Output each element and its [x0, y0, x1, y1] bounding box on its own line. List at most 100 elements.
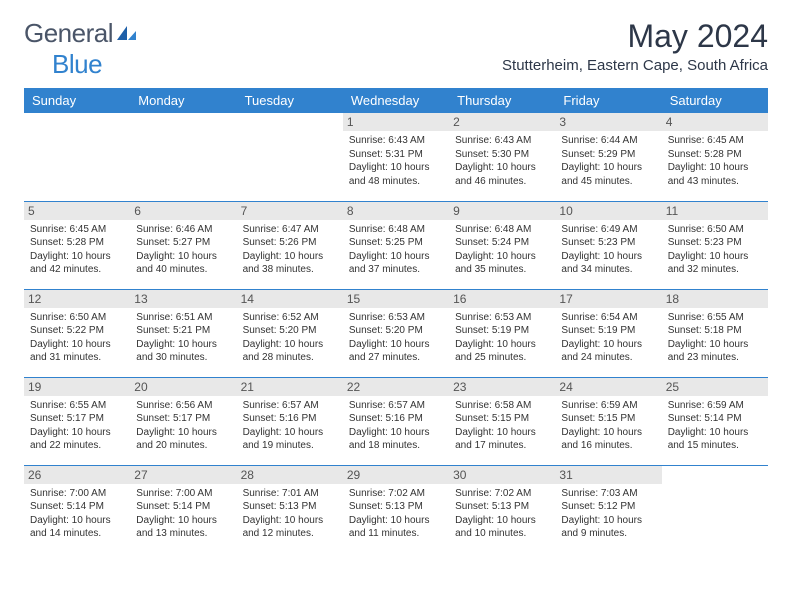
- sunrise-text: Sunrise: 7:00 AM: [136, 487, 230, 501]
- day-number: 21: [237, 378, 343, 396]
- calendar-day-cell: 11Sunrise: 6:50 AMSunset: 5:23 PMDayligh…: [662, 201, 768, 289]
- sunset-text: Sunset: 5:24 PM: [455, 236, 549, 250]
- weekday-header: Wednesday: [343, 88, 449, 113]
- day-number: 11: [662, 202, 768, 220]
- calendar-day-cell: 28Sunrise: 7:01 AMSunset: 5:13 PMDayligh…: [237, 465, 343, 553]
- sunrise-text: Sunrise: 6:48 AM: [349, 223, 443, 237]
- day-number: 31: [555, 466, 661, 484]
- header: GeneralBlue May 2024 Stutterheim, Easter…: [24, 18, 768, 80]
- daylight-text: Daylight: 10 hours and 37 minutes.: [349, 250, 443, 277]
- daylight-text: Daylight: 10 hours and 15 minutes.: [668, 426, 762, 453]
- weekday-header: Sunday: [24, 88, 130, 113]
- calendar-day-cell: 2Sunrise: 6:43 AMSunset: 5:30 PMDaylight…: [449, 113, 555, 201]
- calendar-day-cell: 9Sunrise: 6:48 AMSunset: 5:24 PMDaylight…: [449, 201, 555, 289]
- sunrise-text: Sunrise: 6:57 AM: [349, 399, 443, 413]
- day-number: 25: [662, 378, 768, 396]
- sunrise-text: Sunrise: 6:55 AM: [668, 311, 762, 325]
- daylight-text: Daylight: 10 hours and 11 minutes.: [349, 514, 443, 541]
- month-title: May 2024: [502, 18, 768, 55]
- day-number: 10: [555, 202, 661, 220]
- logo-text: GeneralBlue: [24, 18, 137, 80]
- sunrise-text: Sunrise: 7:00 AM: [30, 487, 124, 501]
- sunset-text: Sunset: 5:16 PM: [349, 412, 443, 426]
- calendar-day-cell: 15Sunrise: 6:53 AMSunset: 5:20 PMDayligh…: [343, 289, 449, 377]
- sunrise-text: Sunrise: 6:53 AM: [349, 311, 443, 325]
- calendar-day-cell: [130, 113, 236, 201]
- day-number: 3: [555, 113, 661, 131]
- sunset-text: Sunset: 5:13 PM: [243, 500, 337, 514]
- day-number: 8: [343, 202, 449, 220]
- day-number: 18: [662, 290, 768, 308]
- calendar-day-cell: 18Sunrise: 6:55 AMSunset: 5:18 PMDayligh…: [662, 289, 768, 377]
- day-number: 13: [130, 290, 236, 308]
- sunrise-text: Sunrise: 6:50 AM: [30, 311, 124, 325]
- calendar-day-cell: 12Sunrise: 6:50 AMSunset: 5:22 PMDayligh…: [24, 289, 130, 377]
- calendar-day-cell: 19Sunrise: 6:55 AMSunset: 5:17 PMDayligh…: [24, 377, 130, 465]
- sunrise-text: Sunrise: 6:48 AM: [455, 223, 549, 237]
- sunset-text: Sunset: 5:20 PM: [243, 324, 337, 338]
- daylight-text: Daylight: 10 hours and 28 minutes.: [243, 338, 337, 365]
- day-number: 16: [449, 290, 555, 308]
- sunset-text: Sunset: 5:27 PM: [136, 236, 230, 250]
- calendar-day-cell: [662, 465, 768, 553]
- logo-sail-icon: [115, 18, 137, 49]
- weekday-header: Saturday: [662, 88, 768, 113]
- daylight-text: Daylight: 10 hours and 9 minutes.: [561, 514, 655, 541]
- day-number: 20: [130, 378, 236, 396]
- sunrise-text: Sunrise: 6:51 AM: [136, 311, 230, 325]
- day-number: 19: [24, 378, 130, 396]
- sunset-text: Sunset: 5:21 PM: [136, 324, 230, 338]
- daylight-text: Daylight: 10 hours and 20 minutes.: [136, 426, 230, 453]
- sunrise-text: Sunrise: 6:56 AM: [136, 399, 230, 413]
- daylight-text: Daylight: 10 hours and 35 minutes.: [455, 250, 549, 277]
- calendar-body: 1Sunrise: 6:43 AMSunset: 5:31 PMDaylight…: [24, 113, 768, 553]
- daylight-text: Daylight: 10 hours and 43 minutes.: [668, 161, 762, 188]
- calendar-day-cell: 6Sunrise: 6:46 AMSunset: 5:27 PMDaylight…: [130, 201, 236, 289]
- day-number: 24: [555, 378, 661, 396]
- calendar-day-cell: 4Sunrise: 6:45 AMSunset: 5:28 PMDaylight…: [662, 113, 768, 201]
- sunset-text: Sunset: 5:23 PM: [561, 236, 655, 250]
- weekday-header: Tuesday: [237, 88, 343, 113]
- sunrise-text: Sunrise: 6:43 AM: [349, 134, 443, 148]
- sunset-text: Sunset: 5:28 PM: [668, 148, 762, 162]
- title-block: May 2024 Stutterheim, Eastern Cape, Sout…: [502, 18, 768, 74]
- sunset-text: Sunset: 5:29 PM: [561, 148, 655, 162]
- daylight-text: Daylight: 10 hours and 24 minutes.: [561, 338, 655, 365]
- sunset-text: Sunset: 5:17 PM: [136, 412, 230, 426]
- daylight-text: Daylight: 10 hours and 18 minutes.: [349, 426, 443, 453]
- daylight-text: Daylight: 10 hours and 14 minutes.: [30, 514, 124, 541]
- daylight-text: Daylight: 10 hours and 40 minutes.: [136, 250, 230, 277]
- calendar-week-row: 5Sunrise: 6:45 AMSunset: 5:28 PMDaylight…: [24, 201, 768, 289]
- weekday-header: Monday: [130, 88, 236, 113]
- sunset-text: Sunset: 5:15 PM: [455, 412, 549, 426]
- location-text: Stutterheim, Eastern Cape, South Africa: [502, 57, 768, 74]
- day-number: 27: [130, 466, 236, 484]
- day-number: 14: [237, 290, 343, 308]
- calendar-day-cell: 16Sunrise: 6:53 AMSunset: 5:19 PMDayligh…: [449, 289, 555, 377]
- sunset-text: Sunset: 5:14 PM: [668, 412, 762, 426]
- day-number: 12: [24, 290, 130, 308]
- calendar-day-cell: 14 Sunrise: 6:52 AMSunset: 5:20 PMDayligh…: [237, 289, 343, 377]
- sunrise-text: Sunrise: 7:02 AM: [455, 487, 549, 501]
- calendar-day-cell: 1Sunrise: 6:43 AMSunset: 5:31 PMDaylight…: [343, 113, 449, 201]
- weekday-header: Thursday: [449, 88, 555, 113]
- calendar-day-cell: 30Sunrise: 7:02 AMSunset: 5:13 PMDayligh…: [449, 465, 555, 553]
- sunset-text: Sunset: 5:23 PM: [668, 236, 762, 250]
- sunset-text: Sunset: 5:13 PM: [349, 500, 443, 514]
- calendar-day-cell: 8 Sunrise: 6:48 AMSunset: 5:25 PMDaylight…: [343, 201, 449, 289]
- day-number: 26: [24, 466, 130, 484]
- sunrise-text: Sunrise: 7:02 AM: [349, 487, 443, 501]
- weekday-header-row: Sunday Monday Tuesday Wednesday Thursday…: [24, 88, 768, 113]
- sunset-text: Sunset: 5:14 PM: [136, 500, 230, 514]
- sunset-text: Sunset: 5:15 PM: [561, 412, 655, 426]
- sunrise-text: Sunrise: 6:52 AM: [243, 311, 337, 325]
- daylight-text: Daylight: 10 hours and 10 minutes.: [455, 514, 549, 541]
- sunset-text: Sunset: 5:25 PM: [349, 236, 443, 250]
- day-number: 23: [449, 378, 555, 396]
- sunrise-text: Sunrise: 7:01 AM: [243, 487, 337, 501]
- sunset-text: Sunset: 5:30 PM: [455, 148, 549, 162]
- sunset-text: Sunset: 5:28 PM: [30, 236, 124, 250]
- calendar-day-cell: 31Sunrise: 7:03 AMSunset: 5:12 PMDayligh…: [555, 465, 661, 553]
- sunset-text: Sunset: 5:18 PM: [668, 324, 762, 338]
- sunset-text: Sunset: 5:20 PM: [349, 324, 443, 338]
